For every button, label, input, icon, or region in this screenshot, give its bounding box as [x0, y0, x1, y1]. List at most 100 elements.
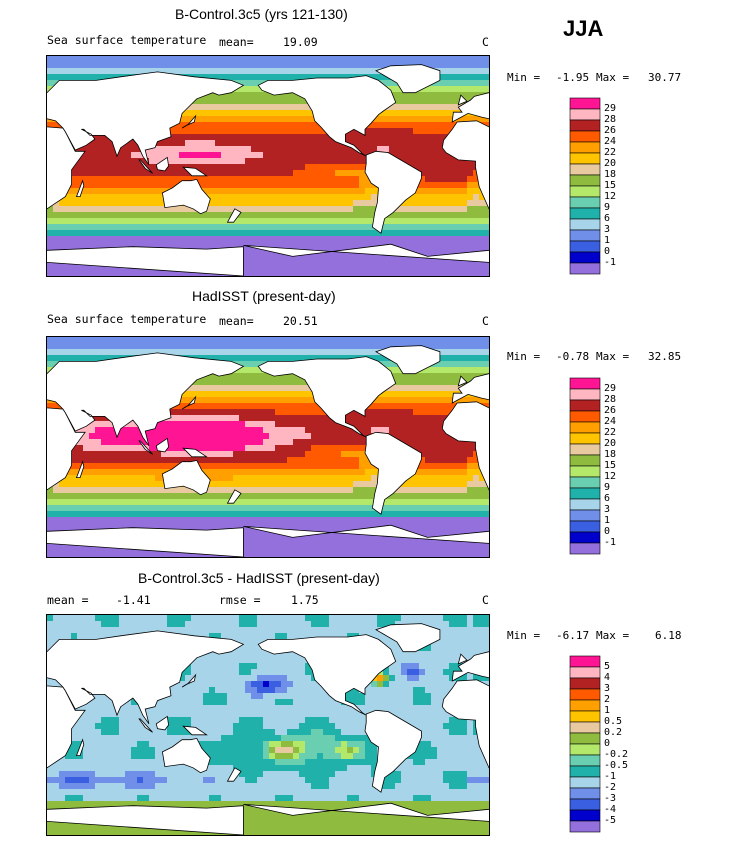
field-cell [443, 206, 450, 213]
field-cell [179, 140, 186, 147]
field-cell [197, 140, 204, 147]
field-cell [311, 355, 318, 362]
field-cell [203, 56, 210, 63]
field-cell [281, 385, 288, 392]
field-cell [233, 68, 240, 75]
field-cell [299, 272, 306, 276]
field-cell [179, 68, 186, 75]
field-cell [53, 349, 60, 356]
field-cell [233, 451, 240, 458]
field-cell [395, 260, 402, 267]
field-cell [233, 182, 240, 189]
field-cell [407, 218, 414, 225]
field-cell [299, 140, 306, 147]
field-cell [353, 272, 360, 276]
field-cell [281, 391, 288, 398]
field-cell [203, 421, 210, 428]
field-cell [485, 493, 489, 500]
field-cell [461, 272, 468, 276]
field-cell [197, 343, 204, 350]
field-cell [401, 403, 408, 410]
field-cell [299, 224, 306, 231]
field-cell [245, 361, 252, 368]
field-cell [437, 158, 444, 165]
field-cell [299, 98, 306, 105]
field-cell [101, 206, 108, 213]
field-cell [161, 499, 168, 506]
field-cell [293, 224, 300, 231]
field-cell [449, 266, 456, 273]
field-cell [143, 242, 150, 249]
field-cell [131, 487, 138, 494]
field-cell [377, 62, 384, 69]
field-cell [467, 361, 474, 368]
field-cell [281, 140, 288, 147]
field-cell [323, 451, 330, 458]
field-cell [407, 493, 414, 500]
field-cell [197, 56, 204, 63]
field-cell [407, 487, 414, 494]
field-cell [323, 343, 330, 350]
field-cell [155, 343, 162, 350]
field-cell [359, 487, 366, 494]
field-cell [467, 200, 474, 207]
field-cell [107, 493, 114, 500]
field-cell [47, 230, 54, 237]
field-cell [203, 355, 210, 362]
field-cell [395, 433, 402, 440]
field-cell [125, 505, 132, 512]
field-cell [191, 224, 198, 231]
field-cell [215, 176, 222, 183]
field-cell [221, 146, 228, 153]
field-cell [185, 427, 192, 434]
field-cell [119, 62, 126, 69]
field-cell [473, 80, 480, 87]
field-cell [335, 182, 342, 189]
field-cell [473, 475, 480, 482]
field-cell [287, 260, 294, 267]
field-cell [431, 200, 438, 207]
field-cell [311, 260, 318, 267]
field-cell [221, 164, 228, 171]
field-cell [371, 469, 378, 476]
field-cell [431, 146, 438, 153]
field-cell [275, 158, 282, 165]
field-cell [455, 481, 462, 488]
field-cell [305, 427, 312, 434]
field-cell [203, 134, 210, 141]
field-cell [107, 152, 114, 159]
field-cell [263, 272, 270, 276]
field-cell [173, 170, 180, 177]
colorbar-tick-label: 28 [604, 114, 617, 125]
field-cell [389, 415, 396, 422]
field-cell [443, 104, 450, 111]
field-cell [389, 260, 396, 267]
field-cell [485, 242, 489, 249]
field-cell [305, 254, 312, 261]
field-cell [161, 272, 168, 276]
field-cell [431, 218, 438, 225]
field-cell [275, 409, 282, 416]
field-cell [107, 146, 114, 153]
field-cell [167, 152, 174, 159]
field-cell [203, 104, 210, 111]
field-cell [89, 433, 96, 440]
field-cell [353, 439, 360, 446]
field-cell [71, 224, 78, 231]
field-cell [425, 218, 432, 225]
field-cell [383, 224, 390, 231]
field-cell [53, 499, 60, 506]
field-cell [227, 236, 234, 243]
field-cell [185, 230, 192, 237]
field-cell [329, 499, 336, 506]
field-cell [413, 92, 420, 99]
field-cell [467, 343, 474, 350]
field-cell [281, 373, 288, 380]
field-cell [203, 349, 210, 356]
field-cell [167, 224, 174, 231]
field-cell [317, 224, 324, 231]
field-cell [467, 206, 474, 213]
field-cell [299, 116, 306, 123]
field-cell [167, 445, 174, 452]
field-cell [287, 433, 294, 440]
